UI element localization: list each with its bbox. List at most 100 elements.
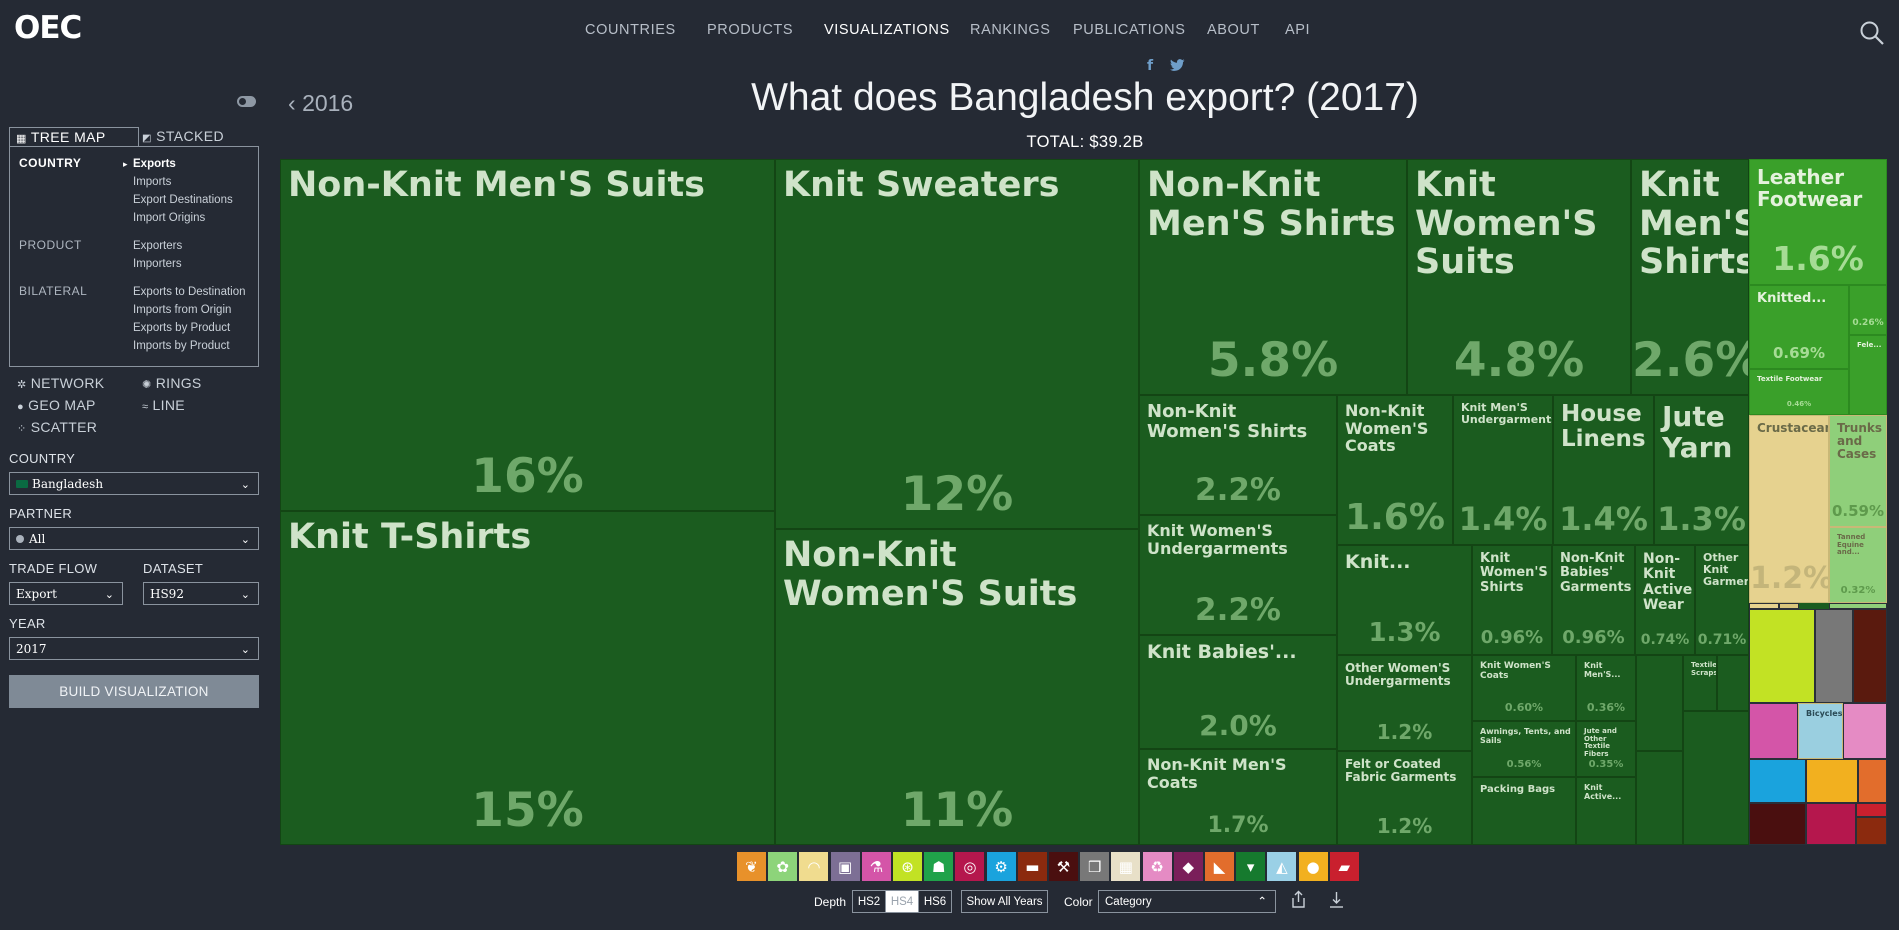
treemap-cell[interactable]: Non-Knit Babies' Garments 0.96% bbox=[1552, 545, 1635, 655]
treemap-cell[interactable] bbox=[1779, 603, 1799, 609]
treemap-cell[interactable]: Knit Women'S Shirts 0.96% bbox=[1472, 545, 1552, 655]
footwear-headwear-icon[interactable]: ⚒ bbox=[1049, 852, 1078, 881]
partner-select[interactable]: All ⌄ bbox=[9, 527, 259, 550]
treemap-cell[interactable]: Knit Men'S... 0.36% bbox=[1576, 655, 1636, 721]
show-all-years-button[interactable]: Show All Years bbox=[961, 890, 1048, 913]
paper-goods-icon[interactable]: ⚙ bbox=[986, 852, 1016, 881]
treemap-cell[interactable] bbox=[1806, 803, 1856, 845]
link-import-origins[interactable]: Import Origins bbox=[133, 212, 206, 224]
animal-hides-icon[interactable]: ☗ bbox=[924, 852, 954, 881]
treemap-cell[interactable]: Other Knit Garments 0.71% bbox=[1695, 545, 1749, 655]
link-exports[interactable]: Exports bbox=[133, 158, 176, 170]
treemap-cell[interactable] bbox=[1815, 609, 1853, 703]
treemap-cell[interactable] bbox=[1717, 655, 1749, 711]
treemap-cell[interactable]: 0.26% bbox=[1849, 285, 1887, 335]
treemap-cell[interactable] bbox=[1636, 751, 1683, 845]
viz-scatter[interactable]: ⁘ SCATTER bbox=[17, 419, 98, 435]
treemap-cell[interactable]: Knit Babies'... 2.0% bbox=[1139, 635, 1337, 749]
settings-toggle[interactable] bbox=[237, 96, 256, 107]
machines-icon[interactable]: ◆ bbox=[1173, 852, 1203, 881]
transportation-icon[interactable]: ◣ bbox=[1205, 852, 1234, 881]
treemap-cell[interactable]: Jute and Other Textile Fibers 0.35% bbox=[1576, 721, 1636, 777]
viz-network[interactable]: ✲ NETWORK bbox=[17, 375, 105, 391]
nav-publications[interactable]: PUBLICATIONS bbox=[1073, 22, 1186, 38]
viz-geo-map[interactable]: ● GEO MAP bbox=[17, 397, 96, 413]
treemap-cell[interactable]: Non-Knit Women'S Coats 1.6% bbox=[1337, 395, 1453, 545]
viz-rings[interactable]: ✺ RINGS bbox=[142, 375, 202, 391]
treemap-cell[interactable] bbox=[1636, 655, 1683, 751]
share-icon[interactable] bbox=[1290, 890, 1307, 909]
treemap-cell[interactable] bbox=[1749, 759, 1806, 803]
treemap-cell[interactable]: Fele... bbox=[1849, 335, 1887, 415]
treemap-cell[interactable] bbox=[1749, 603, 1779, 609]
treemap-cell[interactable]: Awnings, Tents, and Sails 0.56% bbox=[1472, 721, 1576, 777]
treemap-cell[interactable]: Knit Women'S Undergarments 2.2% bbox=[1139, 515, 1337, 635]
treemap-cell[interactable]: Non-Knit Men'S Shirts 5.8% bbox=[1139, 159, 1407, 395]
treemap-cell[interactable]: Non-Knit Men'S Suits 16% bbox=[280, 159, 775, 511]
treemap-cell[interactable]: Knitted... 0.69% bbox=[1749, 285, 1849, 369]
treemap-cell[interactable]: Non-Knit Men'S Coats 1.7% bbox=[1139, 749, 1337, 845]
previous-year-link[interactable]: ‹ 2016 bbox=[288, 90, 354, 116]
treemap-cell[interactable]: Knit Men'S Shirts 2.6% bbox=[1631, 159, 1749, 395]
oec-logo[interactable]: OEC bbox=[14, 10, 82, 46]
depth-hs2-button[interactable]: HS2 bbox=[852, 890, 886, 913]
treemap-cell[interactable] bbox=[1683, 711, 1749, 845]
nav-rankings[interactable]: RANKINGS bbox=[970, 22, 1051, 38]
wood-products-icon[interactable]: ◎ bbox=[955, 852, 985, 881]
chemical-products-icon[interactable]: ⚗ bbox=[861, 852, 891, 881]
treemap-cell[interactable]: Knit Men'S Undergarments 1.4% bbox=[1453, 395, 1553, 545]
treemap-cell[interactable] bbox=[1749, 609, 1815, 703]
instruments-icon[interactable]: ▾ bbox=[1236, 852, 1266, 881]
treemap-cell[interactable] bbox=[1749, 703, 1798, 759]
link-imports-by-product[interactable]: Imports by Product bbox=[133, 340, 230, 352]
trade-flow-select[interactable]: Export ⌄ bbox=[9, 582, 123, 605]
link-imports[interactable]: Imports bbox=[133, 176, 172, 188]
treemap-cell[interactable]: Tanned Equine and... 0.32% bbox=[1829, 527, 1887, 603]
treemap-cell[interactable]: Packing Bags bbox=[1472, 777, 1576, 845]
link-export-destinations[interactable]: Export Destinations bbox=[133, 194, 233, 206]
link-exports-to-destination[interactable]: Exports to Destination bbox=[133, 286, 246, 298]
mineral-products-icon[interactable]: ▣ bbox=[830, 852, 860, 881]
treemap-cell[interactable]: Trunks and Cases 0.59% bbox=[1829, 415, 1887, 527]
nav-products[interactable]: PRODUCTS bbox=[707, 22, 794, 38]
treemap-cell[interactable]: Knit... 1.3% bbox=[1337, 545, 1472, 655]
treemap-cell[interactable]: Non-Knit Women'S Shirts 2.2% bbox=[1139, 395, 1337, 515]
link-exporters[interactable]: Exporters bbox=[133, 240, 183, 252]
treemap-cell[interactable] bbox=[1749, 803, 1806, 845]
vegetable-products-icon[interactable]: ✿ bbox=[768, 852, 798, 881]
animal-products-icon[interactable]: ❦ bbox=[737, 852, 766, 881]
treemap-cell[interactable]: Other Women'S Undergarments 1.2% bbox=[1337, 655, 1472, 751]
stone-glass-icon[interactable]: ❒ bbox=[1080, 852, 1110, 881]
miscellaneous-icon[interactable]: ● bbox=[1298, 852, 1328, 881]
viz-line[interactable]: ≈ LINE bbox=[142, 397, 185, 413]
tab-stacked[interactable]: ◩ STACKED bbox=[142, 128, 225, 144]
nav-about[interactable]: ABOUT bbox=[1207, 22, 1260, 38]
depth-hs6-button[interactable]: HS6 bbox=[918, 890, 952, 913]
nav-visualizations[interactable]: VISUALIZATIONS bbox=[824, 22, 950, 38]
twitter-icon[interactable] bbox=[1170, 59, 1185, 71]
treemap-cell[interactable]: Knit Women'S Suits 4.8% bbox=[1407, 159, 1631, 395]
treemap-cell[interactable]: Textile Scraps bbox=[1683, 655, 1717, 711]
depth-hs4-button[interactable]: HS4 bbox=[885, 890, 919, 913]
color-select[interactable]: Category ⌃ bbox=[1098, 890, 1276, 913]
treemap-cell[interactable]: Non-Knit Active Wear 0.74% bbox=[1635, 545, 1695, 655]
treemap-cell[interactable] bbox=[1843, 703, 1887, 759]
treemap-cell[interactable] bbox=[1806, 759, 1858, 803]
plastics-rubbers-icon[interactable]: ⊛ bbox=[893, 852, 922, 881]
treemap-cell[interactable]: Non-Knit Women'S Suits 11% bbox=[775, 529, 1139, 845]
treemap-cell[interactable]: Knit Sweaters 12% bbox=[775, 159, 1139, 529]
weapons-icon[interactable]: ◭ bbox=[1267, 852, 1297, 881]
treemap-cell[interactable]: Bicycles bbox=[1798, 703, 1843, 759]
treemap-cell[interactable] bbox=[1853, 609, 1887, 703]
treemap-cell[interactable]: Textile Footwear 0.46% bbox=[1749, 369, 1849, 415]
treemap-cell[interactable] bbox=[1829, 603, 1887, 609]
treemap-cell[interactable]: Knit T-Shirts 15% bbox=[280, 511, 775, 845]
tab-tree-map[interactable]: ▦ TREE MAP bbox=[9, 127, 139, 147]
facebook-icon[interactable]: f bbox=[1147, 58, 1154, 74]
treemap-cell[interactable]: Jute Yarn 1.3% bbox=[1654, 395, 1749, 545]
arts-antiques-icon[interactable]: ▰ bbox=[1329, 852, 1359, 881]
treemap-cell[interactable]: Leather Footwear 1.6% bbox=[1749, 159, 1887, 285]
link-imports-from-origin[interactable]: Imports from Origin bbox=[133, 304, 232, 316]
search-icon[interactable] bbox=[1859, 20, 1885, 46]
link-importers[interactable]: Importers bbox=[133, 258, 182, 270]
